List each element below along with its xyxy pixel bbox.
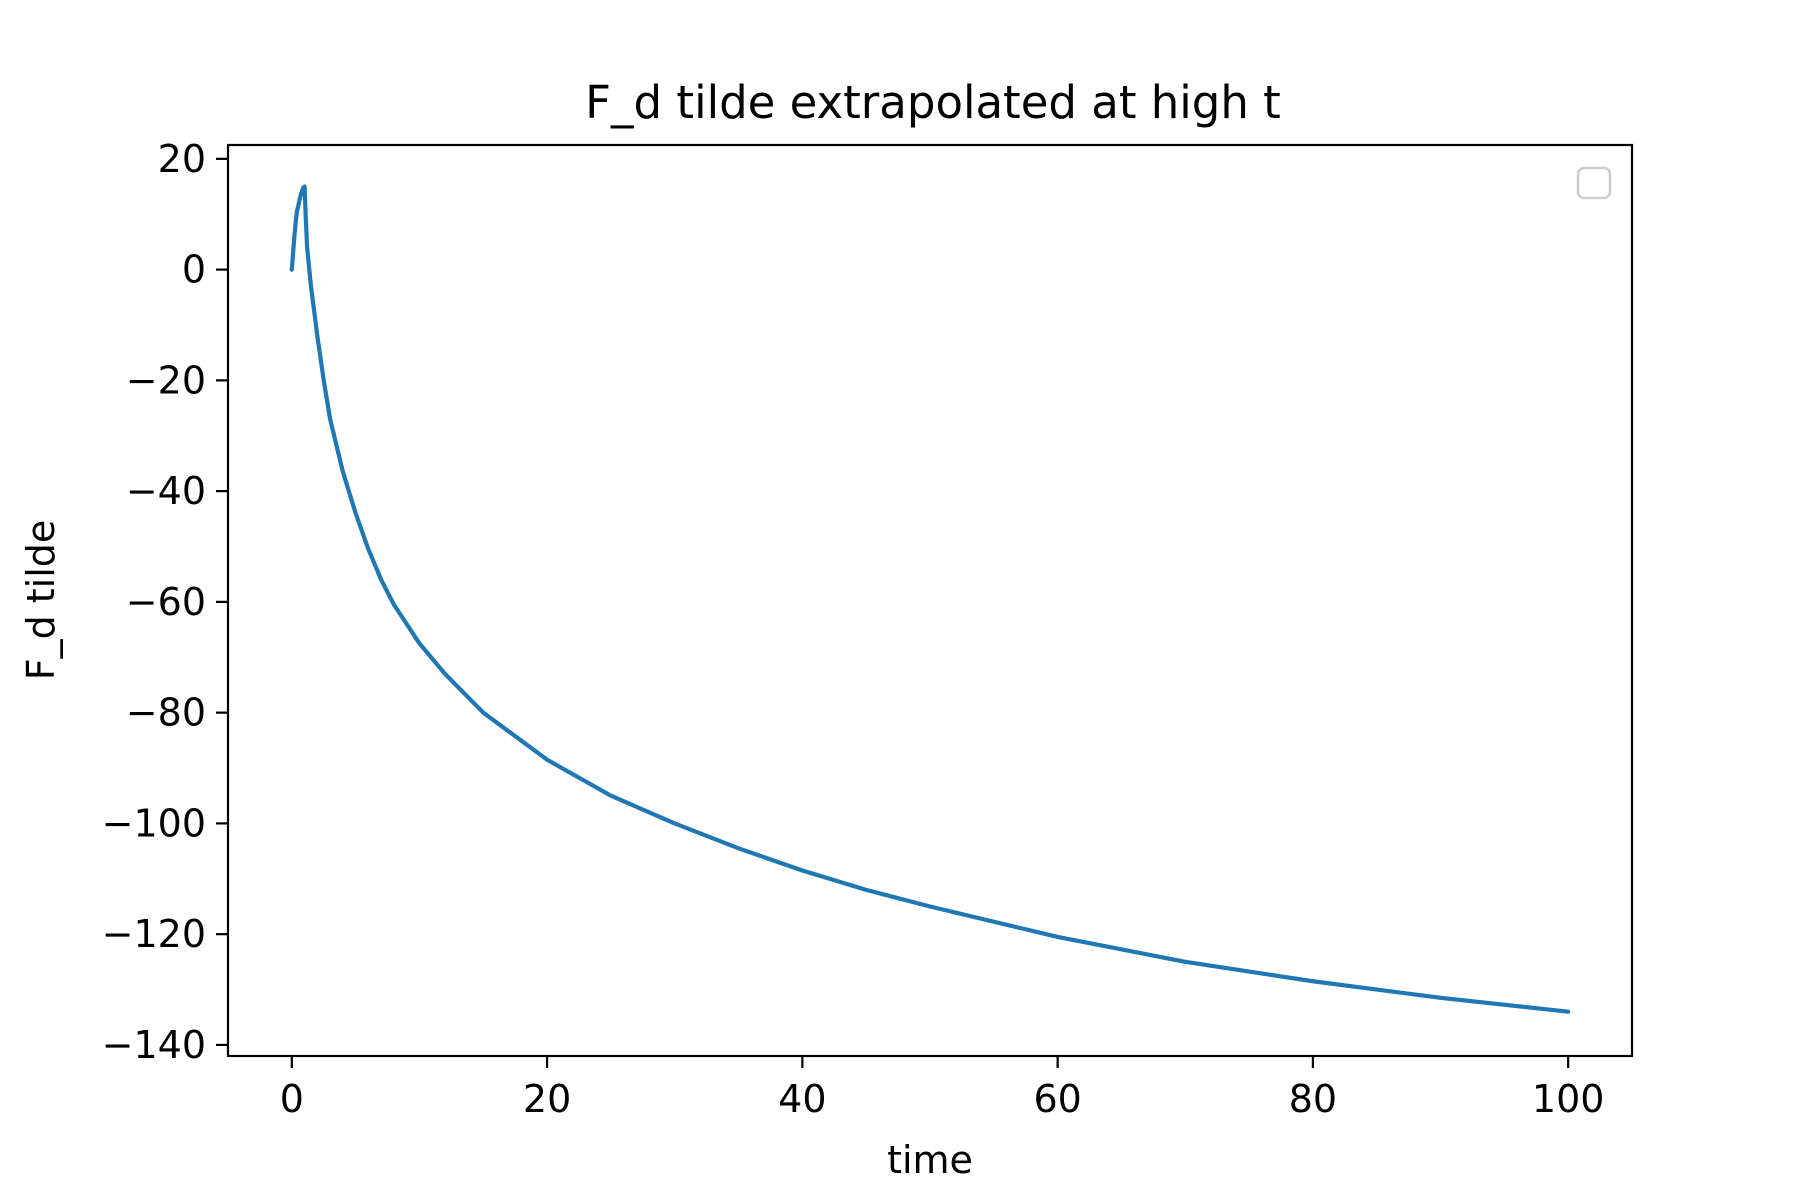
y-tick-label: −60 [126,580,206,624]
plot-frame [226,143,1634,1058]
series-layer [289,184,1571,1014]
y-tick-label: −20 [126,358,206,402]
y-tick-label: −120 [102,912,206,956]
y-tick-label: −40 [126,469,206,513]
x-tick-label: 0 [280,1077,304,1121]
y-tick-label: 0 [182,248,206,292]
x-tick-label: 60 [1033,1077,1081,1121]
y-tick-label: −80 [126,691,206,735]
y-tick-label: −100 [102,801,206,845]
chart-title: F_d tilde extrapolated at high t [585,76,1281,129]
y-tick-label: 20 [158,137,206,181]
y-axis: 20 0 −20 −40 −60 −80 −100 −120 −140 [102,137,228,1067]
x-tick-label: 80 [1289,1077,1337,1121]
legend-box [1576,166,1612,200]
x-axis: 0 20 40 60 80 100 [280,1056,1605,1121]
x-axis-label: time [887,1138,973,1182]
x-tick-label: 20 [523,1077,571,1121]
y-axis-label: F_d tilde [19,520,63,681]
series-line-0 [289,184,1571,1014]
x-tick-label: 40 [778,1077,826,1121]
x-tick-label: 100 [1532,1077,1605,1121]
plot-area [226,143,1634,1058]
y-tick-label: −140 [102,1023,206,1067]
